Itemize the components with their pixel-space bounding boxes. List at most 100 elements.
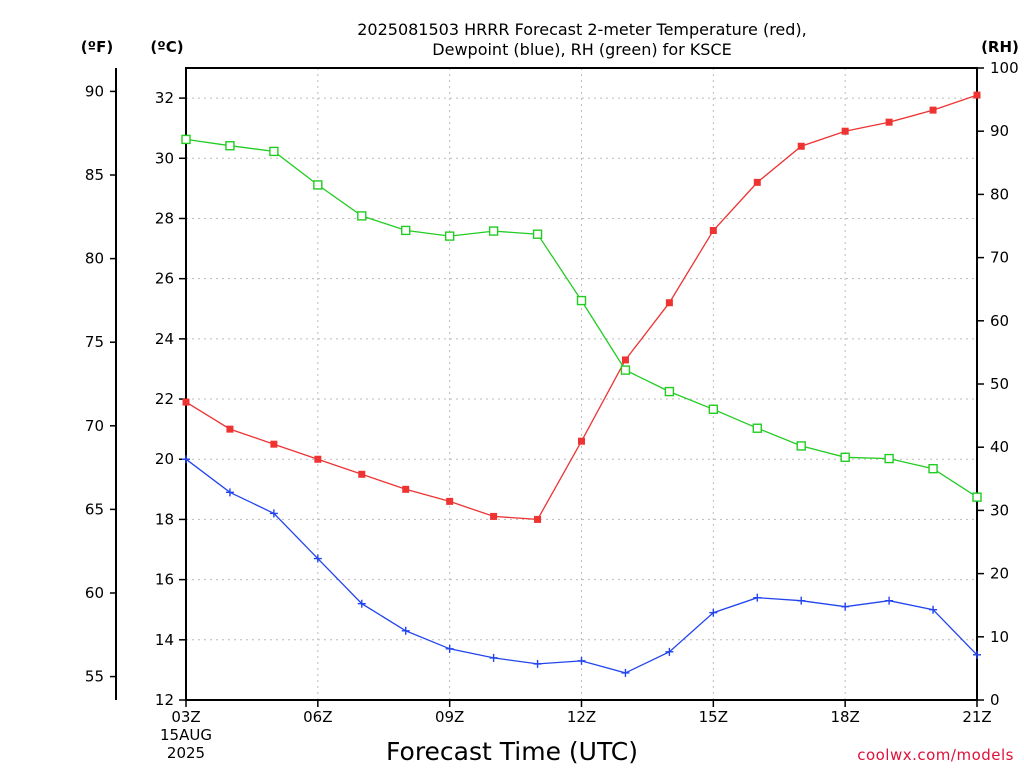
temperature-point [358, 470, 366, 478]
temperature-point [270, 440, 278, 448]
temperature-point [973, 91, 981, 99]
x-year-label: 2025 [167, 744, 205, 762]
temperature-point [490, 512, 498, 520]
temperature-point [665, 299, 673, 307]
rh-tick-label: 90 [990, 122, 1009, 140]
rh-point [796, 441, 806, 451]
temperature-point [885, 118, 893, 126]
rh-point [532, 229, 543, 239]
rh-tick-label: 40 [990, 438, 1009, 456]
celsius-tick-label: 32 [155, 89, 174, 107]
chart-title-line-1: 2025081503 HRRR Forecast 2-meter Tempera… [357, 20, 807, 39]
x-tick-label: 15Z [699, 708, 728, 726]
rh-point [401, 225, 411, 236]
dewpoint-point [269, 509, 278, 518]
rh-point [840, 452, 850, 463]
fahrenheit-tick-label: 80 [85, 250, 104, 268]
x-tick-label: 18Z [830, 708, 859, 726]
dewpoint-point [533, 659, 542, 668]
dewpoint-point [753, 593, 762, 602]
dewpoint-point [357, 599, 366, 608]
dewpoint-point [973, 650, 981, 659]
x-tick-label: 09Z [435, 708, 464, 726]
dewpoint-point [182, 455, 190, 464]
dewpoint-point [709, 608, 718, 617]
celsius-tick-label: 30 [155, 149, 174, 167]
dewpoint-point [841, 602, 850, 611]
dewpoint-point [445, 644, 454, 653]
rh-tick-label: 100 [990, 59, 1019, 77]
fahrenheit-tick-label: 60 [85, 584, 104, 602]
celsius-tick-label: 20 [155, 450, 174, 468]
celsius-tick-label: 26 [155, 270, 174, 288]
fahrenheit-tick-label: 85 [85, 166, 104, 184]
celsius-tick-label: 16 [155, 571, 174, 589]
dewpoint-point [621, 668, 630, 677]
fahrenheit-tick-label: 70 [85, 417, 104, 435]
temperature-series [182, 91, 981, 523]
rh-tick-label: 50 [990, 375, 1009, 393]
dewpoint-point [313, 554, 322, 563]
dewpoint-point [929, 605, 938, 614]
series-layer [181, 91, 982, 677]
temperature-point [797, 142, 805, 150]
temperature-point [314, 455, 322, 463]
rh-tick-label: 70 [990, 249, 1009, 267]
rh-point [972, 492, 982, 502]
temperature-point [621, 356, 629, 364]
rh-point [357, 211, 367, 221]
celsius-tick-label: 12 [155, 691, 174, 709]
rh-tick-label: 10 [990, 628, 1009, 646]
x-axis-title: Forecast Time (UTC) [386, 737, 638, 766]
fahrenheit-tick-labels: 55 60 65 70 75 80 85 90 [85, 82, 116, 686]
x-tick-labels: 03Z 06Z 09Z 12Z 15Z 18Z 21Z [171, 700, 992, 726]
rh-tick-label: 80 [990, 185, 1009, 203]
celsius-tick-label: 22 [155, 390, 174, 408]
dewpoint-point [225, 488, 234, 497]
temperature-point [402, 485, 410, 493]
celsius-tick-labels: 12 14 16 18 20 22 24 26 28 30 32 [155, 89, 186, 709]
rh-point [928, 463, 938, 474]
temperature-point [753, 178, 761, 186]
temperature-point [578, 437, 585, 445]
fahrenheit-tick-label: 65 [85, 500, 104, 518]
rh-point [664, 386, 675, 397]
rh-point [620, 365, 631, 375]
rh-tick-label: 0 [990, 691, 1000, 709]
rh-point [576, 295, 587, 306]
rh-point [488, 226, 499, 236]
celsius-tick-label: 14 [155, 631, 174, 649]
rh-tick-label: 60 [990, 312, 1009, 330]
temperature-point [182, 398, 190, 406]
rh-point [225, 141, 235, 151]
temperature-point [929, 106, 937, 114]
dewpoint-point [489, 653, 498, 662]
fahrenheit-unit-label: (ºF) [81, 38, 113, 56]
x-tick-label: 21Z [962, 708, 991, 726]
dewpoint-series [182, 455, 981, 677]
temperature-point [446, 497, 454, 505]
rh-point [269, 146, 279, 157]
temperature-point [534, 515, 542, 523]
celsius-tick-label: 24 [155, 330, 174, 348]
rh-tick-labels: 0 10 20 30 40 50 60 70 80 90 100 [977, 59, 1019, 709]
rh-tick-label: 20 [990, 565, 1009, 583]
fahrenheit-tick-label: 75 [85, 333, 104, 351]
rh-point [752, 423, 762, 433]
rh-series [181, 134, 982, 502]
rh-point [181, 134, 191, 145]
x-tick-label: 03Z [171, 708, 200, 726]
temperature-point [226, 425, 234, 433]
rh-point [708, 404, 719, 414]
chart-title-line-2: Dewpoint (blue), RH (green) for KSCE [432, 40, 731, 59]
dewpoint-point [797, 596, 806, 605]
dewpoint-point [577, 656, 586, 665]
fahrenheit-tick-label: 90 [85, 82, 104, 100]
rh-tick-label: 30 [990, 501, 1009, 519]
rh-point [313, 180, 323, 190]
celsius-tick-label: 18 [155, 510, 174, 528]
dewpoint-point [885, 596, 894, 605]
dewpoint-point [665, 647, 674, 656]
celsius-tick-label: 28 [155, 209, 174, 227]
